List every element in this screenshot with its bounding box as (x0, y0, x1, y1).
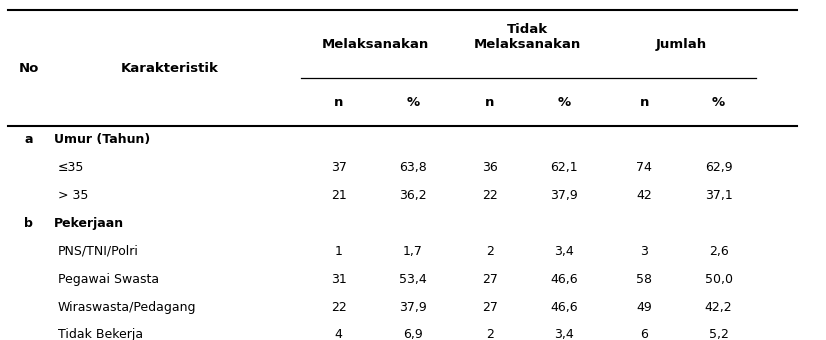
Text: Tidak
Melaksanakan: Tidak Melaksanakan (473, 23, 581, 51)
Text: %: % (712, 96, 725, 108)
Text: 37,9: 37,9 (399, 301, 427, 313)
Text: 21: 21 (330, 189, 347, 202)
Text: 63,8: 63,8 (399, 161, 427, 174)
Text: 1: 1 (335, 245, 343, 258)
Text: 27: 27 (482, 273, 498, 286)
Text: 3,4: 3,4 (554, 245, 574, 258)
Text: 46,6: 46,6 (550, 273, 578, 286)
Text: 49: 49 (636, 301, 653, 313)
Text: %: % (558, 96, 571, 108)
Text: 53,4: 53,4 (399, 273, 427, 286)
Text: n: n (485, 96, 495, 108)
Text: 36,2: 36,2 (399, 189, 427, 202)
Text: No: No (19, 62, 39, 74)
Text: 2: 2 (486, 328, 494, 340)
Text: 31: 31 (330, 273, 347, 286)
Text: 58: 58 (636, 273, 653, 286)
Text: a: a (25, 133, 33, 146)
Text: 50,0: 50,0 (705, 273, 733, 286)
Text: Karakteristik: Karakteristik (121, 62, 218, 74)
Text: 74: 74 (636, 161, 653, 174)
Text: 36: 36 (482, 161, 498, 174)
Text: 27: 27 (482, 301, 498, 313)
Text: PNS/TNI/Polri: PNS/TNI/Polri (58, 245, 139, 258)
Text: 37,1: 37,1 (705, 189, 733, 202)
Text: 5,2: 5,2 (709, 328, 729, 340)
Text: 62,9: 62,9 (705, 161, 733, 174)
Text: 42: 42 (636, 189, 653, 202)
Text: n: n (334, 96, 344, 108)
Text: Jumlah: Jumlah (656, 38, 707, 51)
Text: 46,6: 46,6 (550, 301, 578, 313)
Text: 22: 22 (330, 301, 347, 313)
Text: 37: 37 (330, 161, 347, 174)
Text: 22: 22 (482, 189, 498, 202)
Text: ≤35: ≤35 (58, 161, 84, 174)
Text: 2,6: 2,6 (709, 245, 729, 258)
Text: 3,4: 3,4 (554, 328, 574, 340)
Text: Pekerjaan: Pekerjaan (54, 217, 124, 230)
Text: 37,9: 37,9 (550, 189, 578, 202)
Text: b: b (25, 217, 33, 230)
Text: n: n (639, 96, 649, 108)
Text: 4: 4 (335, 328, 343, 340)
Text: 3: 3 (640, 245, 648, 258)
Text: Umur (Tahun): Umur (Tahun) (54, 133, 150, 146)
Text: > 35: > 35 (58, 189, 88, 202)
Text: 62,1: 62,1 (550, 161, 578, 174)
Text: Pegawai Swasta: Pegawai Swasta (58, 273, 159, 286)
Text: Melaksanakan: Melaksanakan (322, 38, 430, 51)
Text: 6: 6 (640, 328, 648, 340)
Text: 42,2: 42,2 (705, 301, 733, 313)
Text: 1,7: 1,7 (403, 245, 423, 258)
Text: 2: 2 (486, 245, 494, 258)
Text: Tidak Bekerja: Tidak Bekerja (58, 328, 143, 340)
Text: 6,9: 6,9 (403, 328, 423, 340)
Text: %: % (406, 96, 420, 108)
Text: Wiraswasta/Pedagang: Wiraswasta/Pedagang (58, 301, 197, 313)
